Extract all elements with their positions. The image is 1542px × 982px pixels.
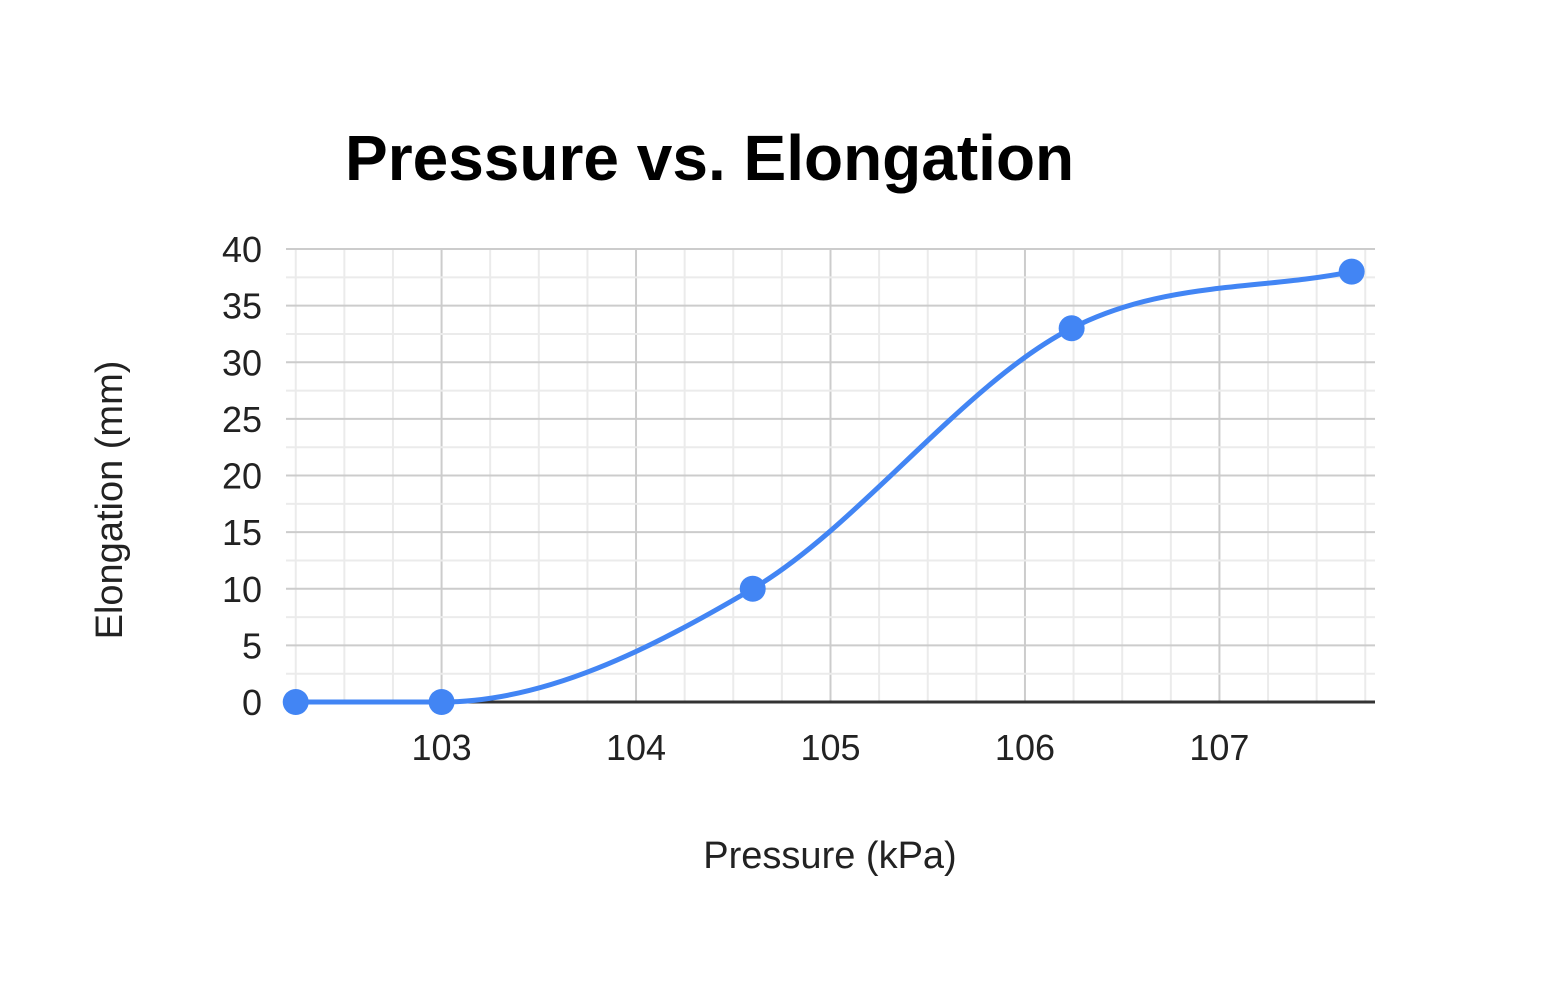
x-tick-label: 106 xyxy=(995,727,1055,768)
data-point xyxy=(282,689,309,715)
data-point xyxy=(1338,258,1365,285)
chart-title: Pressure vs. Elongation xyxy=(345,122,1074,194)
x-tick-label: 103 xyxy=(412,727,472,768)
x-tick-label: 104 xyxy=(606,727,666,768)
y-tick-label: 35 xyxy=(222,286,262,327)
chart-series xyxy=(282,258,1365,715)
y-tick-label: 20 xyxy=(222,456,262,497)
x-tick-label: 107 xyxy=(1189,727,1249,768)
x-axis-title: Pressure (kPa) xyxy=(703,835,956,877)
y-tick-label: 5 xyxy=(242,625,262,666)
data-point xyxy=(1058,315,1085,342)
y-tick-label: 40 xyxy=(222,229,262,270)
y-axis-ticks: 0 5 10 15 20 25 30 35 40 xyxy=(222,229,262,723)
y-tick-label: 10 xyxy=(222,569,262,610)
data-point xyxy=(428,689,455,715)
y-axis-title: Elongation (mm) xyxy=(89,361,131,640)
x-tick-label: 105 xyxy=(800,727,860,768)
y-tick-label: 15 xyxy=(222,512,262,553)
chart-grid xyxy=(286,248,1375,704)
x-axis-ticks: 103 104 105 106 107 xyxy=(412,727,1250,768)
y-tick-label: 25 xyxy=(222,399,262,440)
series-line xyxy=(293,269,1355,705)
y-tick-label: 30 xyxy=(222,342,262,383)
data-point xyxy=(739,575,766,602)
y-tick-label: 0 xyxy=(242,682,262,723)
